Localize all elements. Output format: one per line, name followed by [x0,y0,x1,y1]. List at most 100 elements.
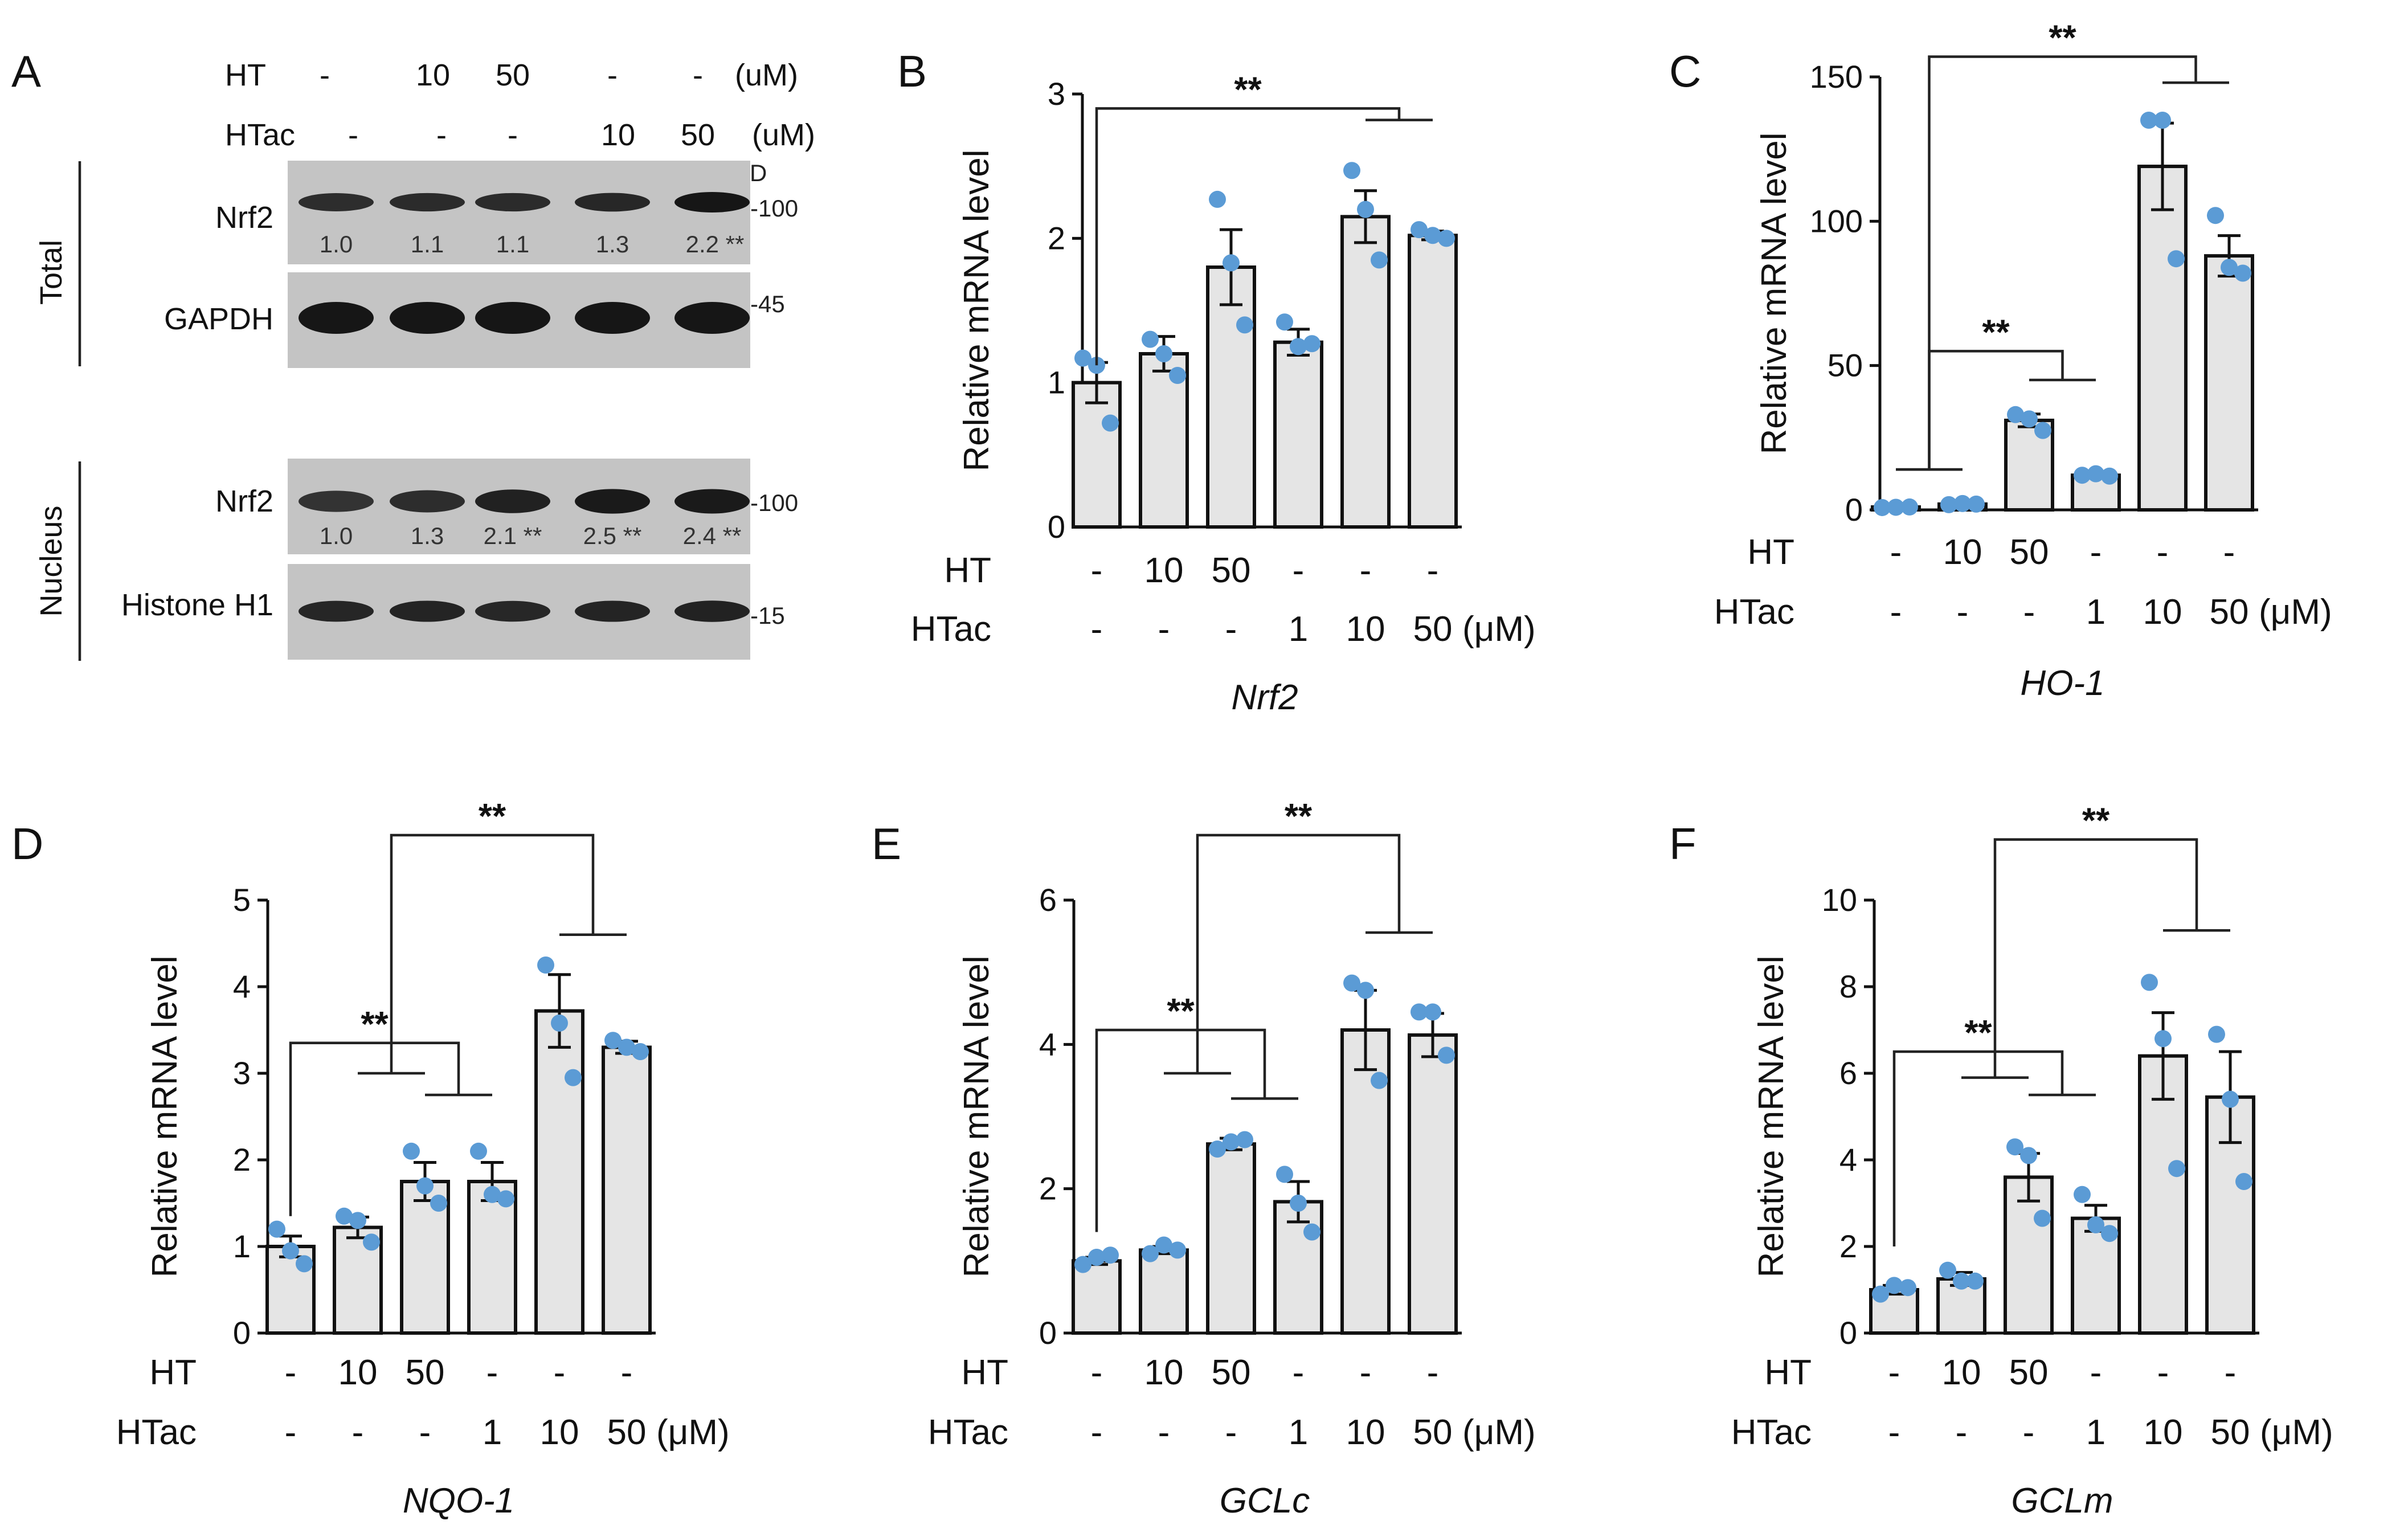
htac-dose-2: - [436,118,447,152]
ht-condition: - [2157,533,2169,572]
bar [534,1009,584,1335]
data-point [1223,1133,1240,1151]
data-point [1953,1272,1970,1290]
y-tick-label: 100 [1810,203,1863,239]
data-point [1169,367,1186,384]
data-point [1411,1003,1428,1021]
ht-unit: (uM) [735,58,798,92]
y-tick-label: 3 [1048,76,1065,112]
y-tick-label: 4 [1839,1142,1857,1178]
bands-histone-h1 [299,600,750,622]
quant-nucleus-nrf2-1: 1.0 [320,522,353,549]
ht-dose-4: - [607,58,618,92]
htac-condition: 10 [1346,610,1385,649]
significance-label: ** [479,797,506,836]
data-point [2221,259,2238,276]
panel-label-d: D [11,819,43,869]
panel-e-gclc-chart: E 0 2 4 6 Relative mRNA level HT HTac - 10 50 - - - - -… [872,797,1536,1520]
htac-condition: - [1091,610,1103,649]
blot-label-histone-h1: Histone H1 [121,588,273,622]
row-label-ht: HT [1764,1353,1812,1392]
data-point [1887,498,1904,516]
data-point [1886,1277,1903,1294]
data-point [1074,1256,1091,1273]
data-point [1872,1285,1889,1303]
data-point [1343,162,1360,179]
ht-condition: - [1091,1353,1103,1392]
htac-condition: 50 [2211,1413,2250,1452]
htac-condition: - [419,1413,431,1452]
data-point [1901,498,1918,516]
htac-condition: 50 [1413,1413,1453,1452]
ht-condition: 50 [406,1353,445,1392]
gene-name: GCLc [1220,1481,1310,1520]
data-point [2168,250,2185,268]
bar [1408,1033,1458,1335]
htac-condition: 10 [2144,1413,2183,1452]
treatment-label-ht: HT [225,58,266,92]
data-point [1236,316,1253,334]
data-point [2034,1209,2051,1227]
data-point [2168,1160,2185,1178]
panel-a-western-blot: A HT - 10 50 - - (uM) HTac - - - 10 50 (… [11,46,815,661]
band-lane-1 [299,302,374,334]
data-point [2235,1173,2252,1190]
ht-condition: 10 [1144,551,1184,590]
data-point [2007,406,2024,423]
blot-label-gapdh: GAPDH [164,302,273,336]
htac-condition: - [1956,1413,1968,1452]
bands-nucleus-nrf2 [299,489,750,514]
significance-bracket [289,1041,460,1216]
data-point [2234,264,2251,282]
data-point [632,1043,649,1060]
data-point [1357,982,1374,999]
htac-condition: 10 [1346,1413,1385,1452]
panel-label-b: B [897,46,927,96]
data-point [430,1195,447,1212]
ht-condition: - [2223,533,2235,572]
significance-bracket [1196,833,1401,1073]
gene-name: GCLm [2011,1481,2113,1520]
htac-condition: - [1957,592,1969,632]
quant-total-nrf2-2: 1.1 [411,231,444,257]
data-point [1102,1246,1119,1264]
quant-nucleus-nrf2-5: 2.4 ** [683,522,742,549]
blot-total-nrf2 [288,161,750,264]
y-tick-label: 0 [1039,1315,1057,1351]
data-point [1209,1141,1226,1158]
htac-dose-4: 10 [601,118,635,152]
row-label-htac: HTac [928,1413,1008,1452]
y-tick-label: 50 [1828,348,1863,383]
gene-name: HO-1 [2020,664,2104,703]
data-point [363,1233,380,1251]
quant-nucleus-nrf2-2: 1.3 [411,522,444,549]
y-tick-label: 4 [1039,1026,1057,1062]
bands-total-nrf2 [299,192,750,212]
significance-bracket [1993,838,2198,1078]
htac-condition: - [1158,1413,1170,1452]
section-label-nucleus: Nucleus [34,505,68,616]
mw-marker-100-nucleus: -100 [750,489,798,516]
ht-condition: 10 [1942,1353,1981,1392]
data-point [2208,1025,2225,1043]
row-label-htac: HTac [116,1413,197,1452]
ht-condition: 10 [1144,1353,1184,1392]
ht-condition: 10 [338,1353,378,1392]
data-point [336,1207,353,1225]
band-lane-1 [299,600,374,622]
data-point [1236,1131,1253,1148]
significance-bracket [1095,107,1401,366]
data-point [1438,230,1455,247]
y-tick-label: 2 [1039,1171,1057,1207]
unit-label: (μM) [1462,1413,1536,1452]
ht-condition: - [1360,551,1372,590]
quant-nucleus-nrf2-4: 2.5 ** [583,522,642,549]
ht-condition: 50 [2009,1353,2049,1392]
y-tick-label: 8 [1839,968,1857,1004]
data-point [1303,1223,1320,1241]
ht-condition: - [2157,1353,2169,1392]
y-axis-label: Relative mRNA level [145,955,185,1277]
significance-label: ** [1964,1013,1992,1053]
bar [1340,215,1391,529]
